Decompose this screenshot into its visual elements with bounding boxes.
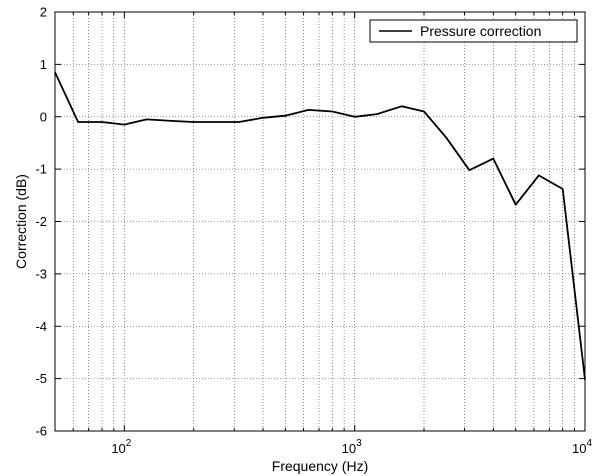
y-tick-label: -1 [35, 162, 47, 177]
y-tick-label: -4 [35, 319, 47, 334]
y-tick-label: -6 [35, 424, 47, 439]
y-tick-label: -2 [35, 214, 47, 229]
y-tick-label: 2 [40, 5, 47, 20]
x-tick-label-exponent: 4 [586, 438, 592, 449]
x-tick-labels: 102 103 104 [111, 438, 592, 456]
legend-entry-pressure-correction: Pressure correction [420, 23, 541, 39]
y-axis-label: Correction (dB) [13, 174, 29, 269]
y-tick-label: 1 [40, 57, 47, 72]
x-tick-label-base: 10 [111, 441, 125, 456]
y-tick-labels: -6 -5 -4 -3 -2 -1 0 1 2 [35, 5, 47, 439]
x-tick-label-base: 10 [342, 441, 356, 456]
y-tick-label: -5 [35, 371, 47, 386]
series-line-pressure-correction [54, 71, 586, 380]
legend: Pressure correction [369, 19, 578, 43]
series-lines [54, 71, 586, 380]
ticks [54, 11, 586, 432]
x-tick-label: 102 [111, 438, 131, 456]
x-axis-label: Frequency (Hz) [272, 458, 368, 474]
x-tick-label-base: 10 [572, 441, 586, 456]
y-tick-label: -3 [35, 266, 47, 281]
x-tick-label: 103 [342, 438, 362, 456]
x-tick-label: 104 [572, 438, 592, 456]
y-tick-label: 0 [40, 109, 47, 124]
grid [55, 12, 585, 431]
x-tick-label-exponent: 2 [126, 438, 132, 449]
legend-box [369, 19, 578, 43]
x-tick-label-exponent: 3 [356, 438, 362, 449]
